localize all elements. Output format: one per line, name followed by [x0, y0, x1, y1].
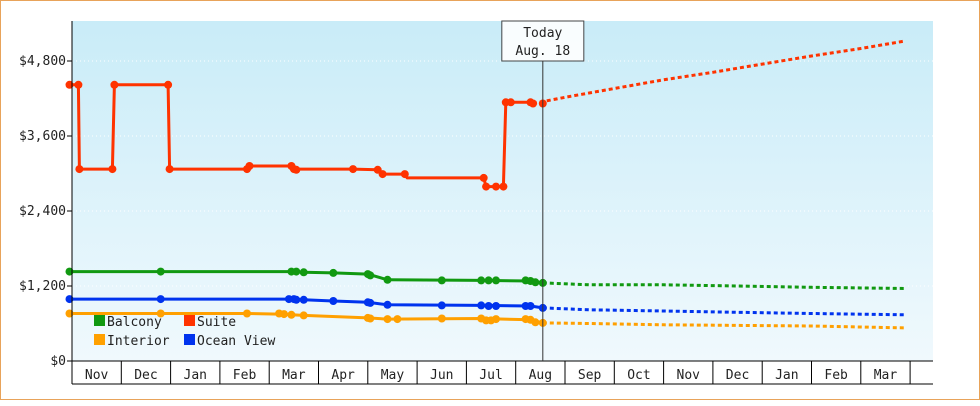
forecast-line-ocean-view	[542, 306, 906, 317]
y-tick-label: $3,600	[19, 129, 66, 144]
x-tick-label: Oct	[627, 368, 650, 383]
data-point-ocean-view	[477, 301, 486, 310]
data-point-ocean-view	[156, 295, 165, 304]
x-tick-label: Jan	[775, 368, 798, 383]
data-point-interior	[287, 310, 296, 319]
data-point-balcony	[477, 276, 486, 285]
data-point-interior	[366, 314, 375, 323]
data-point-suite	[492, 182, 500, 191]
x-tick-label: Nov	[677, 368, 701, 383]
data-point-balcony	[156, 267, 165, 276]
data-point-balcony	[383, 275, 392, 284]
data-point-suite	[479, 173, 488, 182]
data-point-suite	[164, 80, 173, 89]
today-marker: Today Aug. 18	[501, 20, 585, 361]
data-point-balcony	[484, 276, 493, 285]
data-point-balcony	[366, 271, 375, 280]
data-point-ocean-view	[292, 295, 301, 304]
x-tick-label: Aug	[529, 368, 552, 383]
data-point-interior	[383, 315, 392, 324]
data-point-suite	[110, 80, 119, 89]
x-tick-label: Apr	[331, 368, 355, 383]
x-tick-label: Jul	[479, 368, 502, 383]
x-tick-label: Feb	[233, 368, 257, 383]
data-point-ocean-view	[299, 295, 308, 304]
y-tick-label: $1,200	[19, 279, 66, 294]
data-point-interior	[393, 315, 402, 324]
legend-label-balcony: Balcony	[107, 315, 162, 330]
series-line-interior	[69, 312, 544, 325]
data-point-interior	[531, 318, 540, 327]
legend-swatch-ocean-view	[184, 334, 195, 345]
y-tick-label: $0	[50, 354, 66, 369]
x-tick-label: Dec	[726, 368, 749, 383]
today-box	[501, 20, 585, 62]
x-tick-label: Jun	[430, 368, 453, 383]
data-point-suite	[165, 165, 174, 174]
data-point-interior	[437, 314, 446, 323]
data-point-balcony	[492, 276, 500, 285]
data-point-suite	[74, 80, 83, 89]
data-point-balcony	[299, 268, 308, 277]
legend-swatch-balcony	[94, 315, 105, 326]
data-point-ocean-view	[366, 298, 375, 307]
x-tick-label: Feb	[824, 368, 848, 383]
forecast-line-interior	[542, 321, 906, 330]
legend: Balcony Suite Interior Ocean View	[94, 315, 275, 349]
y-tick-label: $4,800	[19, 54, 66, 69]
x-tick-label: Nov	[85, 368, 109, 383]
data-point-suite	[75, 165, 84, 174]
y-tick-label: $2,400	[19, 204, 66, 219]
data-point-ocean-view	[526, 302, 535, 310]
data-point-suite	[499, 182, 508, 191]
data-point-suite	[245, 162, 254, 170]
data-point-suite	[506, 98, 515, 107]
data-point-suite	[292, 165, 301, 174]
data-point-balcony	[292, 267, 301, 276]
forecast-line-suite	[532, 39, 906, 105]
data-point-ocean-view	[437, 301, 446, 310]
legend-label-interior: Interior	[107, 334, 170, 349]
data-point-suite	[400, 170, 409, 179]
x-tick-label: Jan	[184, 368, 207, 383]
data-point-suite	[529, 99, 537, 108]
legend-swatch-suite	[184, 315, 195, 326]
data-point-suite	[378, 170, 387, 179]
x-tick-label: Mar	[874, 368, 898, 383]
x-tick-label: Dec	[134, 368, 157, 383]
plot-area	[72, 21, 933, 361]
data-point-suite	[482, 182, 491, 191]
data-point-ocean-view	[484, 302, 493, 310]
axes: $0 $1,200 $2,400 $3,600 $4,800 Nov Dec Jan Feb Ma…	[19, 21, 933, 385]
data-point-suite	[349, 165, 357, 174]
data-point-ocean-view	[492, 302, 500, 310]
data-point-balcony	[437, 276, 446, 285]
today-date: Aug. 18	[515, 44, 570, 59]
legend-label-ocean-view: Ocean View	[197, 334, 275, 349]
legend-label-suite: Suite	[197, 315, 236, 330]
data-point-balcony	[531, 278, 540, 287]
x-tick-label: Sep	[578, 368, 602, 383]
data-point-balcony	[329, 268, 338, 277]
legend-swatch-interior	[94, 334, 105, 345]
data-point-interior	[280, 310, 288, 319]
data-point-ocean-view	[383, 300, 392, 309]
data-point-interior	[492, 315, 500, 324]
forecast-line-balcony	[542, 281, 906, 290]
data-point-interior	[299, 311, 308, 320]
data-point-suite	[108, 165, 117, 174]
today-title: Today	[523, 26, 562, 41]
data-point-interior	[156, 309, 165, 318]
x-tick-label: Mar	[282, 368, 306, 383]
x-tick-label: May	[381, 368, 405, 383]
data-point-interior	[243, 309, 251, 318]
data-point-ocean-view	[329, 297, 338, 305]
